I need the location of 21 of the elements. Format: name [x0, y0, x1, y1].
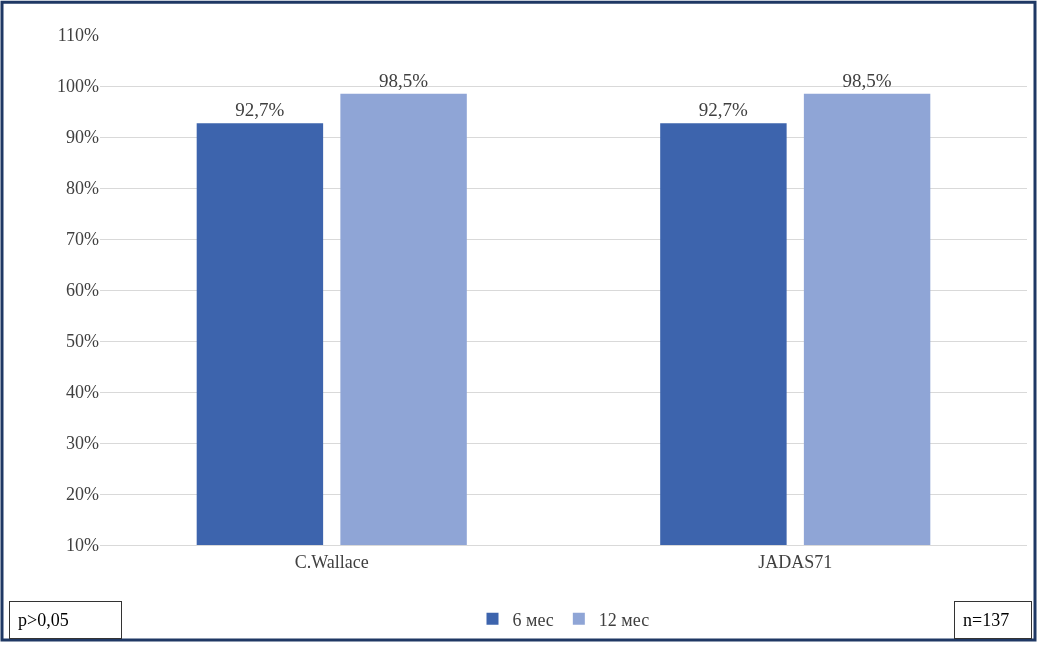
y-tick-label: 40%	[66, 382, 99, 403]
data-label: 92,7%	[698, 99, 749, 121]
y-tick-label: 60%	[66, 280, 99, 301]
data-label: 98,5%	[378, 69, 429, 91]
y-tick-label: 100%	[57, 76, 99, 97]
data-label: 92,7%	[235, 99, 285, 121]
legend-label: 12 мес	[598, 609, 650, 630]
y-tick-label: 30%	[66, 433, 99, 454]
y-tick-label: 90%	[66, 127, 99, 148]
legend-label: 6 мес	[512, 609, 554, 630]
y-tick-label: 110%	[57, 25, 99, 46]
y-tick-label: 20%	[66, 484, 99, 505]
x-tick-label: JADAS71	[758, 551, 833, 572]
y-tick-label: 10%	[66, 535, 99, 556]
text: p>0,05	[18, 610, 69, 630]
y-tick-label: 70%	[66, 229, 99, 250]
text: n=137	[963, 610, 1010, 630]
x-tick-label: C.Wallace	[294, 551, 369, 572]
data-label: 98,5%	[842, 69, 892, 91]
y-tick-label: 50%	[66, 331, 99, 352]
y-tick-label: 80%	[66, 178, 99, 199]
